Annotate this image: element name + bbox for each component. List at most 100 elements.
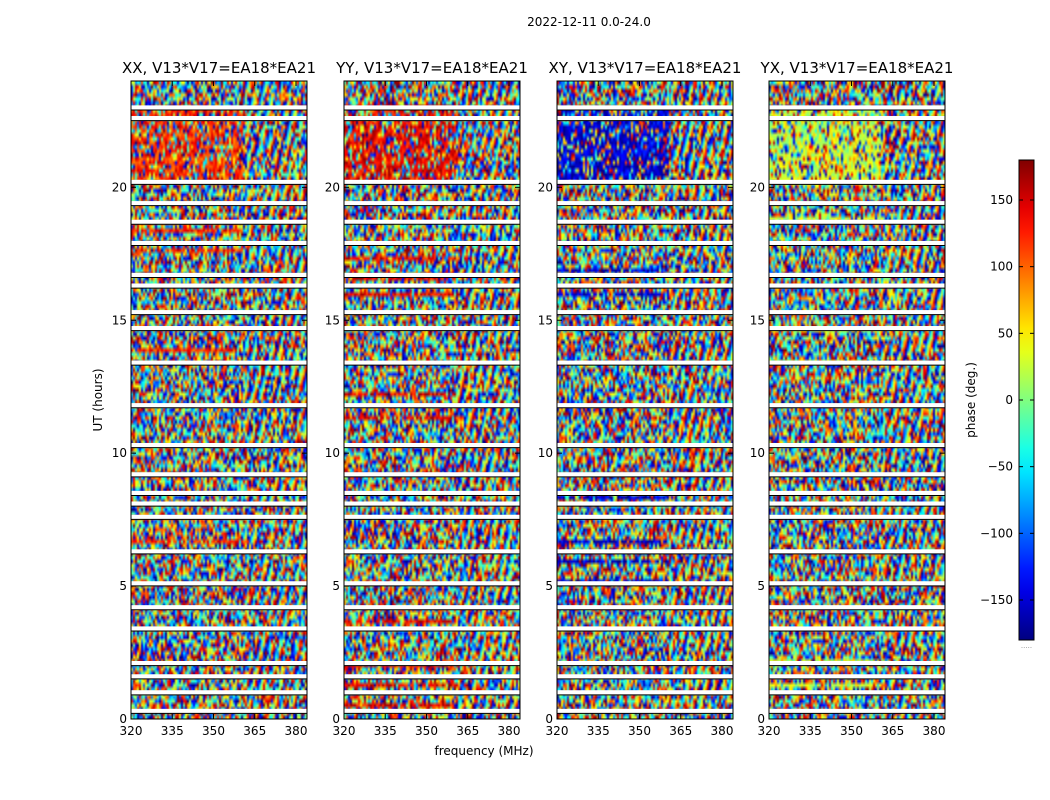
panel-xx: XX, V13*V17=EA18*EA21 320 335 350 365 380 0 5 10… xyxy=(112,59,316,738)
flagged-row xyxy=(557,403,733,408)
flagged-row xyxy=(131,105,307,110)
panel-title: YX, V13*V17=EA18*EA21 xyxy=(760,59,954,77)
colorbar-tick-label: 0 xyxy=(1005,393,1013,407)
panel-yy: YY, V13*V17=EA18*EA21 320 335 350 365 380 0 5 10… xyxy=(325,59,528,738)
flagged-row xyxy=(769,360,945,365)
x-tick-label: 350 xyxy=(628,724,651,738)
flagged-row xyxy=(344,626,520,631)
flagged-row xyxy=(344,283,520,288)
y-axis-label: UT (hours) xyxy=(91,368,105,431)
flagged-row xyxy=(769,403,945,408)
flagged-row xyxy=(557,116,733,121)
flagged-row xyxy=(344,472,520,477)
flagged-row xyxy=(769,690,945,695)
flagged-row xyxy=(557,501,733,506)
flagged-row xyxy=(344,674,520,679)
phase-image xyxy=(769,81,945,719)
x-tick-label: 320 xyxy=(758,724,781,738)
flagged-row xyxy=(131,501,307,506)
flagged-row xyxy=(557,201,733,206)
flagged-row xyxy=(557,326,733,331)
x-tick-label: 335 xyxy=(374,724,397,738)
colorbar-footnote: ..... xyxy=(1021,642,1032,650)
x-axis-label: frequency (MHz) xyxy=(434,744,533,758)
y-tick-label: 5 xyxy=(757,579,765,593)
x-tick-label: 320 xyxy=(333,724,356,738)
flagged-row xyxy=(344,660,520,666)
x-tick-label: 350 xyxy=(202,724,225,738)
flagged-row xyxy=(557,674,733,679)
flagged-row xyxy=(557,690,733,695)
flagged-row xyxy=(769,674,945,679)
x-tick-label: 380 xyxy=(285,724,308,738)
flagged-row xyxy=(344,360,520,365)
flagged-row xyxy=(557,179,733,185)
y-tick-label: 5 xyxy=(545,579,553,593)
flagged-row xyxy=(344,690,520,695)
flagged-row xyxy=(557,708,733,714)
flagged-row xyxy=(557,660,733,666)
flagged-row xyxy=(769,219,945,225)
flagged-row xyxy=(769,605,945,610)
flagged-row xyxy=(131,472,307,477)
flagged-row xyxy=(131,272,307,278)
y-tick-label: 10 xyxy=(538,446,553,460)
colorbar-tick-label: −50 xyxy=(988,460,1013,474)
flagged-row xyxy=(557,283,733,288)
flagged-row xyxy=(131,360,307,365)
flagged-row xyxy=(769,116,945,121)
x-tick-label: 350 xyxy=(415,724,438,738)
y-tick-label: 20 xyxy=(750,180,765,194)
y-tick-label: 10 xyxy=(325,446,340,460)
panel-frame xyxy=(768,80,946,720)
colorbar-tick-label: 100 xyxy=(990,260,1013,274)
flagged-row xyxy=(557,310,733,315)
flagged-row xyxy=(557,605,733,610)
x-tick-label: 335 xyxy=(799,724,822,738)
y-tick-label: 0 xyxy=(545,712,553,726)
flagged-row xyxy=(769,240,945,246)
flagged-row xyxy=(769,501,945,506)
flagged-row xyxy=(557,626,733,631)
colorbar-tick-label: −150 xyxy=(980,593,1013,607)
flagged-row xyxy=(344,605,520,610)
panel-frame xyxy=(130,80,308,720)
flagged-row xyxy=(769,514,945,520)
flagged-row xyxy=(131,240,307,246)
flagged-row xyxy=(344,490,520,496)
flagged-row xyxy=(344,240,520,246)
panel-frame xyxy=(343,80,521,720)
flagged-row xyxy=(557,240,733,246)
flagged-row xyxy=(131,326,307,331)
y-tick-label: 10 xyxy=(750,446,765,460)
phase-image xyxy=(131,81,307,719)
panel-yx: YX, V13*V17=EA18*EA21 320 335 350 365 380 0 5 10… xyxy=(750,59,954,738)
flagged-row xyxy=(769,201,945,206)
flagged-row xyxy=(344,179,520,185)
flagged-row xyxy=(131,201,307,206)
panel-xy: XY, V13*V17=EA18*EA21 320 335 350 365 380 0 5 10… xyxy=(538,59,742,738)
flagged-row xyxy=(769,472,945,477)
flagged-row xyxy=(769,626,945,631)
x-tick-label: 365 xyxy=(669,724,692,738)
x-tick-label: 380 xyxy=(711,724,734,738)
y-tick-label: 15 xyxy=(750,313,765,327)
x-tick-label: 320 xyxy=(546,724,569,738)
panel-title: XX, V13*V17=EA18*EA21 xyxy=(122,59,316,77)
y-tick-label: 20 xyxy=(112,180,127,194)
flagged-row xyxy=(131,514,307,520)
y-tick-label: 0 xyxy=(119,712,127,726)
y-tick-label: 5 xyxy=(119,579,127,593)
y-tick-label: 15 xyxy=(325,313,340,327)
panel-frame xyxy=(556,80,734,720)
panels: XX, V13*V17=EA18*EA21 320 335 350 365 380 0 5 10… xyxy=(112,59,954,738)
phase-image xyxy=(557,81,733,719)
y-tick-label: 0 xyxy=(332,712,340,726)
flagged-row xyxy=(344,116,520,121)
flagged-row xyxy=(769,660,945,666)
flagged-row xyxy=(557,490,733,496)
flagged-row xyxy=(344,501,520,506)
flagged-row xyxy=(557,514,733,520)
flagged-row xyxy=(131,626,307,631)
